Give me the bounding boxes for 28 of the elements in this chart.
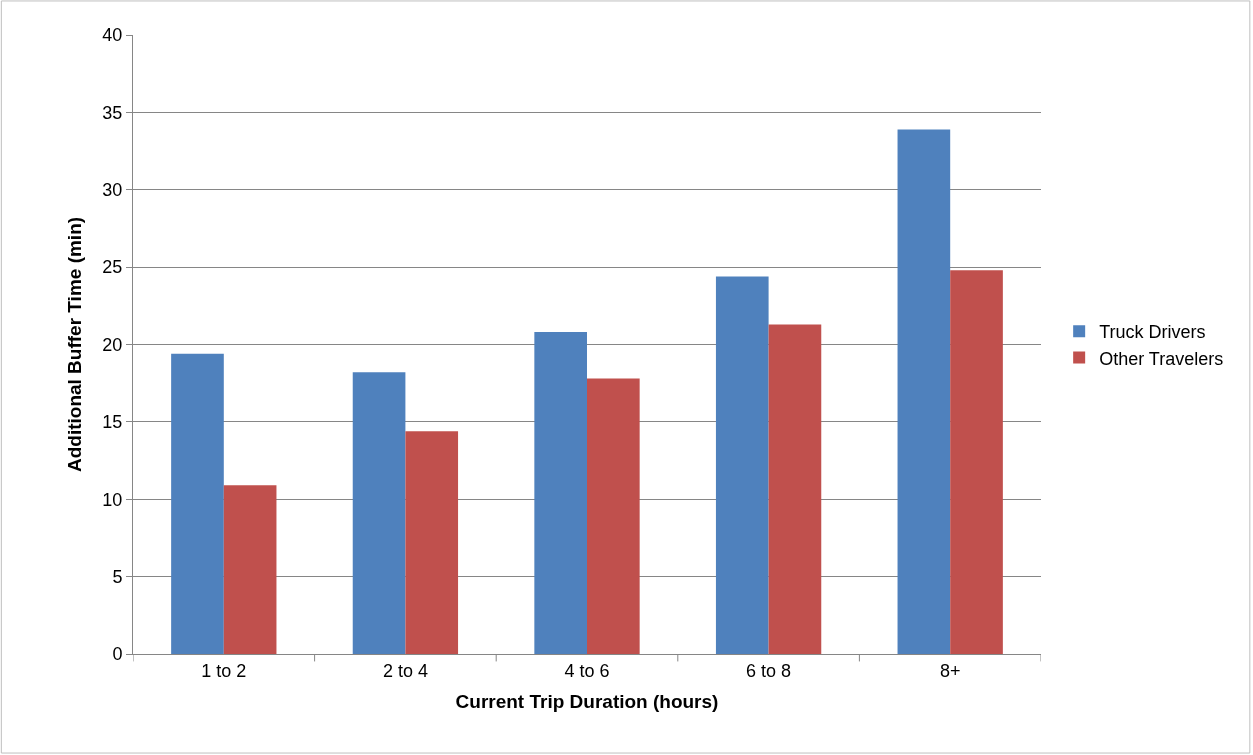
y-tick-label: 0 xyxy=(112,644,123,665)
bar xyxy=(897,129,951,654)
bar xyxy=(171,353,224,654)
bar xyxy=(405,431,459,654)
y-tick-label: 25 xyxy=(102,257,123,278)
bar xyxy=(534,332,587,654)
x-tick-label: 2 to 4 xyxy=(382,660,428,681)
x-tick-label: 1 to 2 xyxy=(201,660,247,681)
bar xyxy=(587,378,640,654)
y-tick-label: 20 xyxy=(102,334,123,355)
y-tick-label: 15 xyxy=(102,412,123,433)
legend-label: Other Travelers xyxy=(1099,348,1224,369)
x-tick-label: 6 to 8 xyxy=(746,660,792,681)
y-tick-label: 40 xyxy=(102,25,123,46)
x-axis-title: Current Trip Duration (hours) xyxy=(455,691,719,713)
y-tick-label: 10 xyxy=(102,489,123,510)
y-axis-title: Additional Buffer Time (min) xyxy=(64,216,86,473)
y-tick-label: 5 xyxy=(112,566,123,587)
x-tick-label: 4 to 6 xyxy=(564,660,610,681)
legend-label: Truck Drivers xyxy=(1099,322,1206,343)
y-tick-label: 30 xyxy=(102,180,123,201)
bar xyxy=(950,270,1003,654)
bar xyxy=(715,276,769,654)
bar xyxy=(352,372,406,654)
bar xyxy=(768,324,822,654)
bar xyxy=(223,485,277,654)
y-tick-label: 35 xyxy=(102,102,123,123)
x-tick-label: 8+ xyxy=(939,660,961,681)
